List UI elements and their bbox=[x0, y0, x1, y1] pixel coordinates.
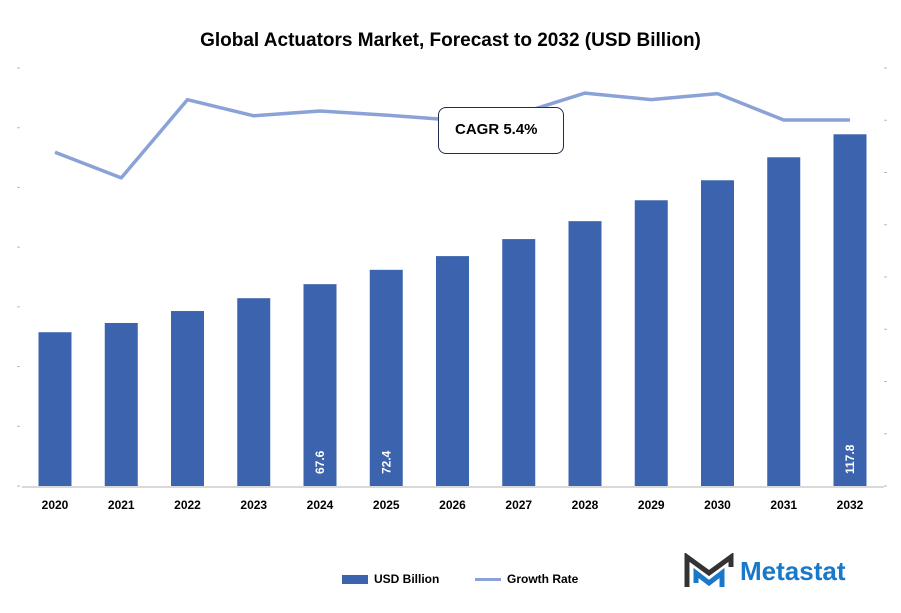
bar-2029 bbox=[634, 200, 668, 486]
bar-data-label: 67.6 bbox=[313, 450, 327, 474]
logo-text: Metastat bbox=[740, 555, 846, 586]
legend-label: USD Billion bbox=[374, 572, 440, 586]
x-tick-label: 2021 bbox=[108, 498, 135, 512]
bar-2030 bbox=[701, 180, 734, 486]
bar-2031 bbox=[767, 157, 801, 486]
cagr-annotation: CAGR 5.4% bbox=[438, 107, 564, 154]
bar-2023 bbox=[237, 298, 271, 486]
x-tick-label: 2025 bbox=[373, 498, 400, 512]
x-tick-label: 2022 bbox=[174, 498, 201, 512]
metastat-logo-icon bbox=[684, 553, 734, 587]
x-tick-label: 2032 bbox=[837, 498, 864, 512]
bar-2024 bbox=[303, 284, 337, 486]
metastat-logo: Metastat bbox=[684, 553, 845, 589]
bar-2020 bbox=[38, 332, 72, 486]
x-tick-label: 2020 bbox=[42, 498, 69, 512]
legend-swatch-line bbox=[475, 577, 501, 581]
x-tick-label: 2024 bbox=[307, 498, 334, 512]
bar-2021 bbox=[104, 322, 138, 486]
x-tick-label: 2028 bbox=[572, 498, 599, 512]
bar-data-label: 117.8 bbox=[843, 444, 857, 474]
legend-swatch-bar bbox=[342, 574, 368, 584]
x-tick-label: 2030 bbox=[704, 498, 731, 512]
bar-2027 bbox=[502, 239, 536, 486]
bar-2026 bbox=[436, 256, 469, 486]
bar-2032 bbox=[833, 134, 867, 487]
legend-item-growth-rate: Growth Rate bbox=[475, 572, 578, 586]
bar-2028 bbox=[568, 221, 602, 486]
bar-data-label: 72.4 bbox=[379, 450, 393, 474]
bar-2025 bbox=[369, 269, 403, 486]
chart-title: Global Actuators Market, Forecast to 203… bbox=[200, 30, 701, 51]
x-tick-label: 2027 bbox=[505, 498, 532, 512]
x-tick-label: 2023 bbox=[240, 498, 267, 512]
bar-2022 bbox=[171, 311, 204, 486]
x-tick-label: 2029 bbox=[638, 498, 665, 512]
legend-item-usd-billion: USD Billion bbox=[342, 572, 439, 586]
x-tick-label: 2031 bbox=[770, 498, 797, 512]
legend-label: Growth Rate bbox=[507, 572, 579, 586]
x-tick-label: 2026 bbox=[439, 498, 466, 512]
